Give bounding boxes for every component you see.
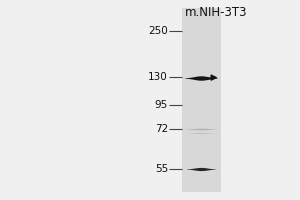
Text: 250: 250 bbox=[148, 26, 168, 36]
Bar bbox=[182, 8, 220, 192]
Text: m.NIH-3T3: m.NIH-3T3 bbox=[185, 6, 247, 19]
Text: 130: 130 bbox=[148, 72, 168, 82]
Text: 55: 55 bbox=[155, 164, 168, 174]
Text: 72: 72 bbox=[155, 124, 168, 134]
Text: 95: 95 bbox=[155, 100, 168, 110]
